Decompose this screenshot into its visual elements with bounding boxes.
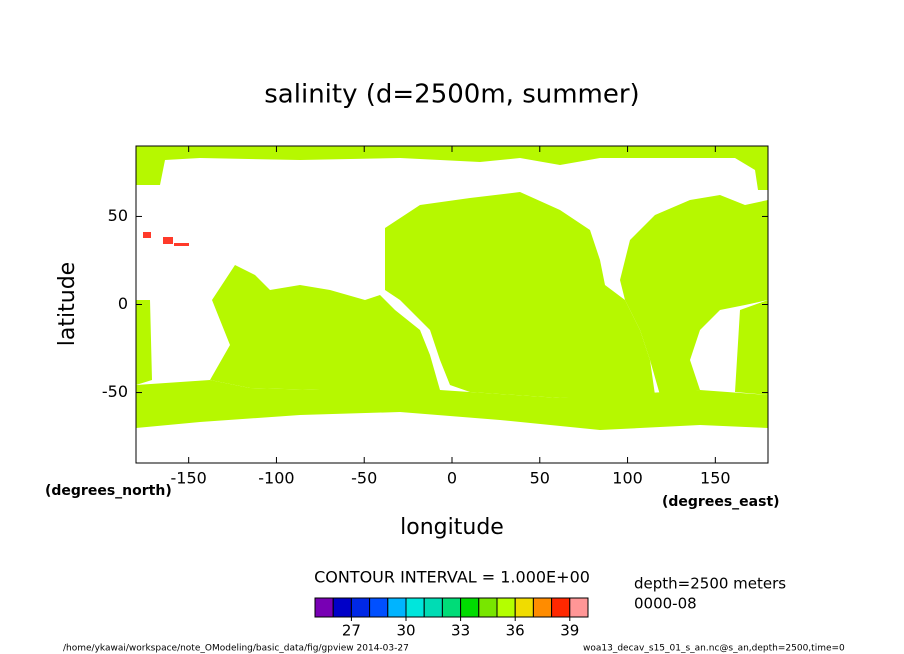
y-tick-label: -50 [102,382,128,401]
x-tick-label: 50 [530,469,550,488]
colorbar-box [423,597,443,618]
annotation: 0000-08 [634,595,697,613]
colorbar-box [514,597,534,618]
colorbar-box [551,597,571,618]
colorbar-box [405,597,425,618]
y-unit: (degrees_north) [45,483,172,499]
ocean-arctic [136,146,768,190]
chart-title: salinity (d=2500m, summer) [264,80,639,110]
map [135,145,769,464]
x-tick-label: -50 [351,469,377,488]
colorbar-box [569,597,589,618]
x-unit: (degrees_east) [662,494,780,510]
y-axis-label: latitude [55,262,80,346]
colorbar-box [441,597,462,618]
red-patch [143,232,189,246]
colorbar-box [314,597,334,618]
footer-right: woa13_decav_s15_01_s_an.nc@s_an,depth=25… [583,644,845,654]
ocean-central [385,192,655,398]
colorbar-box [332,597,352,618]
x-tick-label: 100 [612,469,643,488]
x-axis-label: longitude [400,515,504,540]
colorbar-tick-label: 27 [342,622,361,640]
ocean-right [620,195,768,395]
y-tick-label: 50 [108,206,128,225]
ocean-left [210,265,440,395]
colorbar-box [387,597,407,618]
annotation: depth=2500 meters [634,575,786,593]
ocean-southern [136,380,768,430]
colorbar-box [350,597,371,618]
colorbar-box [496,597,516,618]
colorbar-tick-label: 33 [451,622,470,640]
x-tick-label: -150 [171,469,207,488]
colorbar-box [369,597,389,618]
colorbar-tick-label: 36 [506,622,525,640]
colorbar-box [460,597,480,618]
colorbar-box [532,597,553,618]
x-tick-label: -100 [258,469,294,488]
contour-interval: CONTOUR INTERVAL = 1.000E+00 [314,568,590,587]
footer-left: /home/ykawai/workspace/note_OModeling/ba… [63,644,409,654]
x-tick-label: 0 [447,469,457,488]
colorbar-box [478,597,498,618]
colorbar-tick-label: 30 [396,622,415,640]
colorbar-tick-label: 39 [560,622,579,640]
x-tick-label: 150 [700,469,731,488]
y-tick-label: 0 [118,294,128,313]
